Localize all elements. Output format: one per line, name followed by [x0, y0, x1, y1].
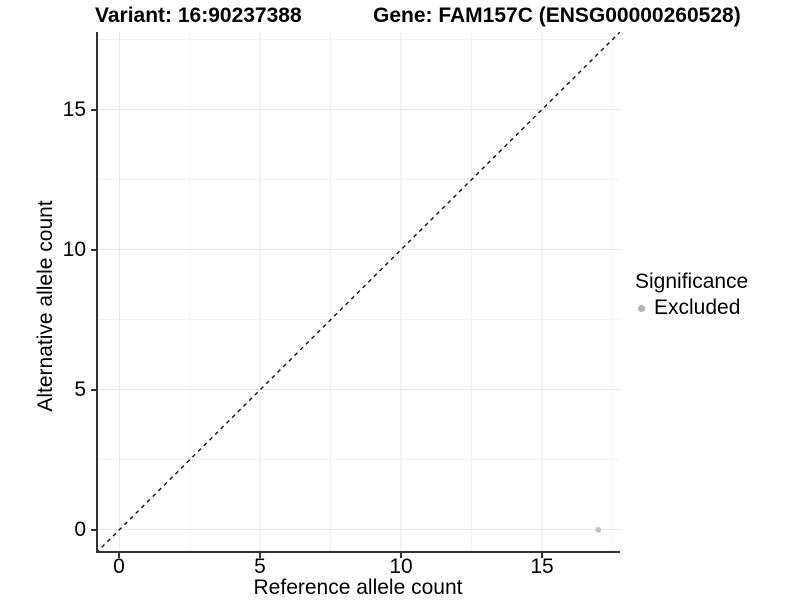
x-axis-title: Reference allele count [253, 576, 463, 599]
y-tick-label: 15 [62, 98, 86, 121]
grid-major-vertical [118, 32, 543, 553]
y-tick-label: 10 [62, 238, 86, 261]
y-tick-label: 5 [74, 378, 86, 401]
x-tick-mark [541, 553, 543, 558]
y-tick-mark [91, 249, 96, 251]
variant-title: Variant: 16:90237388 [95, 4, 302, 27]
grid-minor-horizontal [96, 39, 620, 461]
x-tick-mark [400, 553, 402, 558]
y-axis-title: Alternative allele count [34, 200, 57, 412]
x-tick-label: 5 [254, 555, 266, 578]
x-tick-label: 15 [530, 555, 554, 578]
legend: Significance Excluded [635, 270, 748, 320]
identity-dashed-line [96, 32, 620, 553]
x-tick-mark [259, 553, 261, 558]
grid-major-horizontal [96, 109, 620, 531]
gene-title: Gene: FAM157C (ENSG00000260528) [373, 4, 741, 27]
x-tick-label: 10 [389, 555, 413, 578]
x-tick-mark [118, 553, 120, 558]
y-tick-mark [91, 109, 96, 111]
y-tick-mark [91, 389, 96, 391]
y-tick-label: 0 [74, 518, 86, 541]
data-point [595, 527, 602, 533]
plot-panel [96, 32, 620, 553]
x-tick-label: 0 [113, 555, 125, 578]
legend-item-excluded: Excluded [635, 296, 748, 320]
grid-minor-vertical [189, 32, 613, 553]
legend-title: Significance [635, 270, 749, 293]
legend-point-icon [638, 304, 645, 312]
legend-item-label: Excluded [654, 296, 741, 319]
y-tick-mark [91, 529, 96, 531]
